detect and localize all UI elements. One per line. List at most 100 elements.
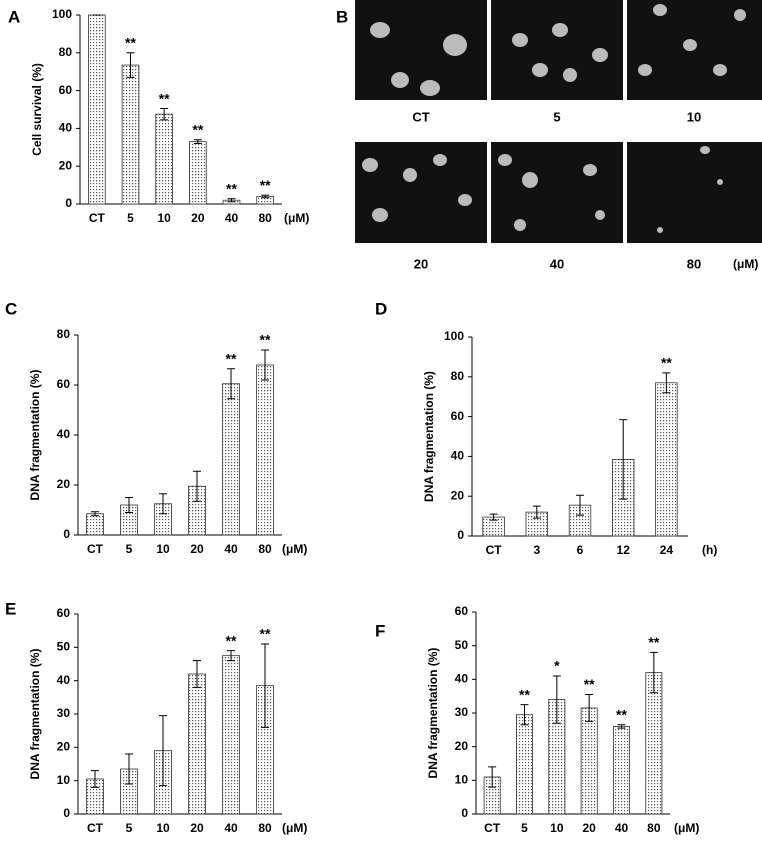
- x-tick-label: CT: [87, 542, 104, 556]
- y-tick-label: 0: [457, 528, 464, 542]
- y-tick-label: 50: [455, 638, 469, 652]
- error-bar: [193, 139, 202, 145]
- error-bar: [585, 693, 594, 722]
- error-bar: [617, 724, 626, 729]
- error-bar: [619, 419, 628, 500]
- unit-label: (μM): [282, 542, 307, 556]
- y-tick-label: 60: [455, 604, 469, 618]
- x-tick-label: 5: [126, 821, 133, 835]
- y-axis-label: DNA fragmentation (%): [426, 648, 440, 779]
- panel-letter: F: [375, 621, 385, 640]
- error-bar: [489, 513, 498, 521]
- error-bar: [227, 368, 235, 400]
- bar: [155, 113, 173, 205]
- y-tick-label: 100: [444, 329, 464, 343]
- significance: *: [554, 658, 560, 674]
- error-bar: [193, 470, 201, 502]
- x-tick-label: 5: [127, 211, 134, 225]
- bar: [88, 14, 106, 205]
- y-tick-label: 80: [451, 369, 465, 383]
- x-tick-label: 24: [660, 543, 674, 557]
- image-label: 40: [550, 256, 564, 271]
- bar: [121, 64, 140, 205]
- significance: **: [260, 332, 271, 348]
- error-bar: [160, 108, 169, 121]
- unit-label: (μM): [674, 821, 699, 835]
- significance: **: [192, 121, 203, 137]
- significance: **: [260, 177, 271, 193]
- significance: **: [661, 355, 672, 371]
- unit-label: (μM): [284, 211, 309, 225]
- panel-letter: E: [5, 599, 16, 618]
- error-bar: [552, 675, 561, 724]
- significance: **: [159, 90, 170, 106]
- panel-letter: C: [5, 299, 17, 318]
- bar: [655, 382, 678, 537]
- nuclei: [362, 4, 746, 233]
- panel-b: B: [336, 0, 762, 243]
- y-axis-label: DNA fragmentation (%): [28, 649, 42, 780]
- x-tick-label: 80: [258, 821, 272, 835]
- chart: C DNA fragmentation (%) 0 20 40 60 80 CT 5 10 20 40…: [5, 299, 307, 556]
- error-bar: [520, 704, 529, 726]
- x-tick-label: 20: [190, 542, 204, 556]
- y-tick-label: 60: [57, 606, 71, 620]
- x-tick-label: 10: [156, 821, 170, 835]
- y-tick-label: 20: [59, 158, 73, 172]
- significance: **: [616, 706, 627, 722]
- bar: [222, 655, 240, 815]
- y-tick-label: 30: [455, 705, 469, 719]
- bar: [645, 672, 663, 815]
- chart: D DNA fragmentation (%) 0 20 40 60 80 100 CT 3 6 12…: [375, 299, 717, 557]
- error-bar: [532, 505, 541, 519]
- bar: [580, 707, 598, 815]
- y-tick-label: 100: [52, 7, 72, 21]
- x-tick-label: 40: [224, 542, 238, 556]
- y-axis-label: DNA fragmentation (%): [28, 370, 42, 501]
- y-tick-label: 10: [455, 773, 469, 787]
- panel-letter: A: [8, 7, 20, 26]
- error-bar: [91, 511, 99, 517]
- y-tick-label: 20: [451, 488, 465, 502]
- y-tick-label: 20: [455, 739, 469, 753]
- bar: [256, 364, 274, 536]
- x-tick-label: 10: [157, 211, 171, 225]
- unit-label: (h): [702, 543, 717, 557]
- significance: **: [125, 35, 136, 51]
- error-bar: [261, 349, 269, 381]
- y-tick-label: 60: [57, 377, 71, 391]
- y-tick-label: 40: [455, 672, 469, 686]
- bar: [613, 726, 630, 815]
- x-tick-label: 5: [521, 821, 528, 835]
- chart: A Cell survival (%) 0 20 40 60 80 100 CT 5 ** 10 ** 2…: [8, 7, 309, 225]
- y-axis-label: Cell survival (%): [30, 63, 44, 156]
- error-bar: [91, 770, 99, 788]
- significance: **: [584, 676, 595, 692]
- x-tick-label: 10: [550, 821, 564, 835]
- y-tick-label: 80: [59, 45, 73, 59]
- x-tick-label: 3: [533, 543, 540, 557]
- error-bar: [261, 643, 269, 728]
- significance: **: [226, 632, 237, 648]
- image-label: 5: [553, 109, 560, 124]
- error-bar: [662, 372, 671, 394]
- micrograph: [355, 142, 487, 243]
- significance: **: [260, 626, 271, 642]
- error-bar: [159, 493, 167, 515]
- panel-letter: D: [375, 299, 387, 318]
- x-tick-label: CT: [87, 821, 104, 835]
- x-tick-label: 20: [191, 211, 205, 225]
- bar: [188, 673, 206, 815]
- x-tick-label: 20: [582, 821, 596, 835]
- y-tick-label: 40: [57, 427, 71, 441]
- y-tick-label: 60: [59, 83, 73, 97]
- x-tick-label: 6: [577, 543, 584, 557]
- bar: [516, 714, 533, 815]
- y-tick-label: 60: [451, 409, 465, 423]
- y-tick-label: 20: [57, 740, 71, 754]
- unit-label: (μM): [282, 821, 307, 835]
- error-bar: [576, 494, 584, 516]
- x-tick-label: 10: [156, 542, 170, 556]
